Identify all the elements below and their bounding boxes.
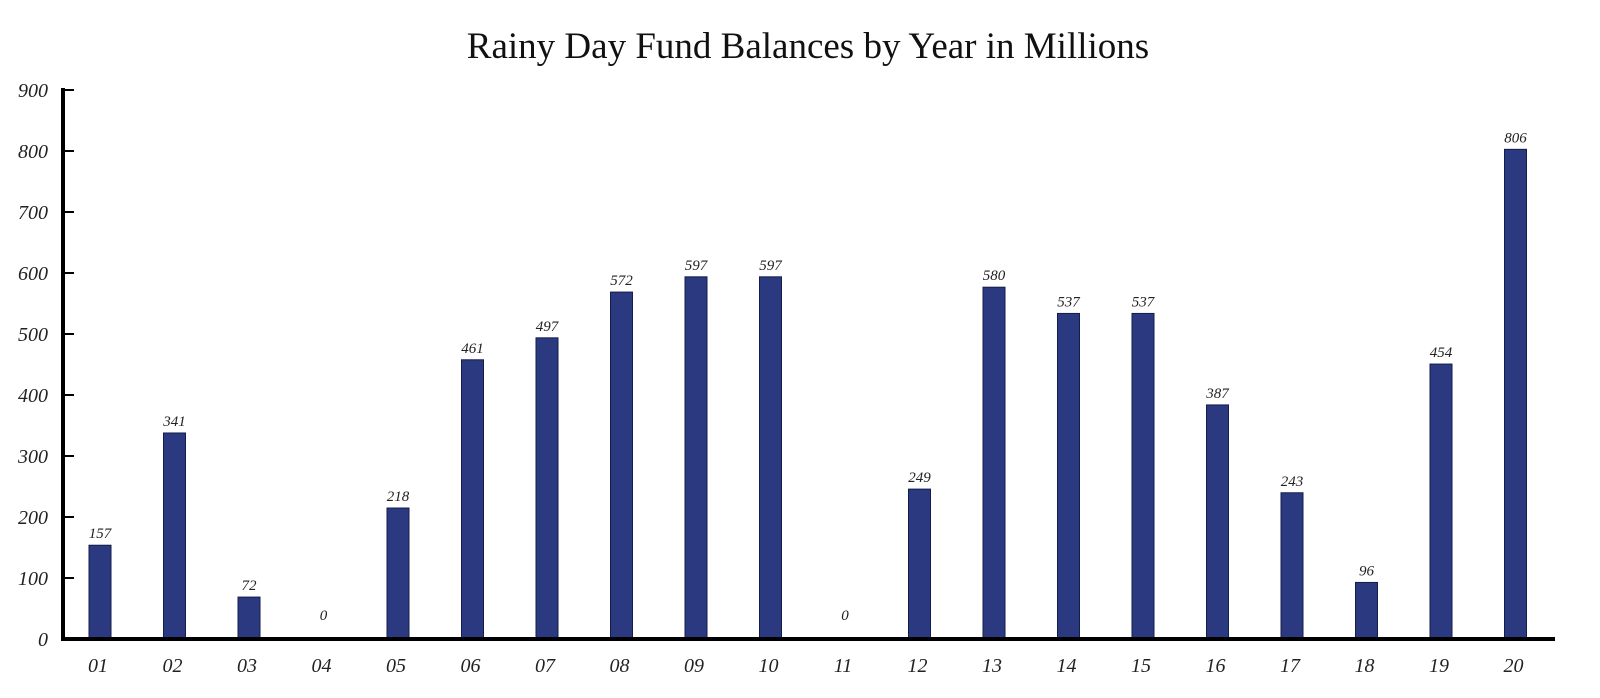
data-label-03: 72 — [242, 578, 258, 594]
x-tick-label: 08 — [610, 655, 630, 677]
bar-06 — [461, 359, 484, 640]
x-tick-label: 01 — [88, 655, 108, 677]
x-tick-label: 14 — [1057, 655, 1077, 677]
bar-17 — [1280, 492, 1304, 640]
x-tick-label: 20 — [1504, 655, 1524, 677]
bar-14 — [1057, 312, 1080, 640]
data-label-05: 218 — [387, 489, 410, 505]
x-tick-label: 06 — [461, 655, 481, 677]
x-tick-label: 02 — [163, 655, 183, 677]
bar-15 — [1131, 312, 1155, 640]
data-label-13: 580 — [983, 268, 1006, 284]
x-tick-label: 11 — [834, 655, 853, 677]
data-label-17: 243 — [1281, 474, 1304, 490]
bar-07 — [535, 337, 559, 640]
x-tick-label: 03 — [237, 655, 257, 677]
data-label-02: 341 — [162, 414, 186, 430]
bar-02 — [163, 432, 186, 640]
y-tick-label: 900 — [18, 80, 48, 102]
y-tick-label: 700 — [18, 202, 48, 224]
data-label-19: 454 — [1430, 345, 1453, 361]
y-tick-label: 500 — [18, 324, 48, 346]
bar-13 — [982, 286, 1006, 640]
bar-03 — [237, 596, 261, 640]
bar-20 — [1504, 148, 1527, 640]
data-label-04: 0 — [320, 608, 328, 624]
x-tick-label: 07 — [535, 655, 556, 677]
data-label-07: 497 — [536, 319, 560, 335]
data-label-15: 537 — [1132, 294, 1156, 310]
y-tick-label: 800 — [18, 141, 48, 163]
x-tick-label: 17 — [1280, 655, 1301, 677]
data-label-20: 806 — [1504, 130, 1527, 146]
y-tick-label: 100 — [18, 568, 48, 590]
x-tick-label: 18 — [1355, 655, 1375, 677]
data-label-18: 96 — [1359, 563, 1375, 579]
data-label-10: 597 — [759, 258, 783, 274]
bar-12 — [908, 488, 931, 640]
y-tick-label: 0 — [38, 629, 48, 651]
x-tick-label: 13 — [982, 655, 1002, 677]
data-label-11: 0 — [841, 608, 849, 624]
chart-title: Rainy Day Fund Balances by Year in Milli… — [467, 26, 1149, 67]
y-tick-label: 300 — [17, 446, 48, 468]
x-tick-label: 04 — [312, 655, 332, 677]
bar-05 — [386, 507, 410, 640]
bar-08 — [610, 291, 633, 640]
data-label-09: 597 — [685, 258, 709, 274]
bar-01 — [88, 544, 112, 640]
y-tick-label: 400 — [18, 385, 48, 407]
bar-10 — [759, 276, 782, 640]
y-tick-label: 600 — [18, 263, 48, 285]
x-tick-label: 15 — [1131, 655, 1151, 677]
bar-09 — [684, 276, 708, 640]
data-label-16: 387 — [1205, 386, 1230, 402]
x-tick-label: 09 — [684, 655, 704, 677]
bar-18 — [1355, 581, 1378, 640]
data-label-14: 537 — [1057, 294, 1081, 310]
bar-19 — [1429, 363, 1453, 640]
data-label-08: 572 — [610, 273, 633, 289]
bar-16 — [1206, 404, 1229, 640]
x-tick-label: 10 — [759, 655, 779, 677]
data-label-01: 157 — [89, 526, 113, 542]
x-tick-label: 12 — [908, 655, 928, 677]
x-tick-label: 19 — [1429, 655, 1449, 677]
x-tick-label: 05 — [386, 655, 406, 677]
data-label-12: 249 — [908, 470, 931, 486]
data-label-06: 461 — [461, 341, 484, 357]
x-tick-label: 16 — [1206, 655, 1226, 677]
y-tick-label: 200 — [18, 507, 48, 529]
